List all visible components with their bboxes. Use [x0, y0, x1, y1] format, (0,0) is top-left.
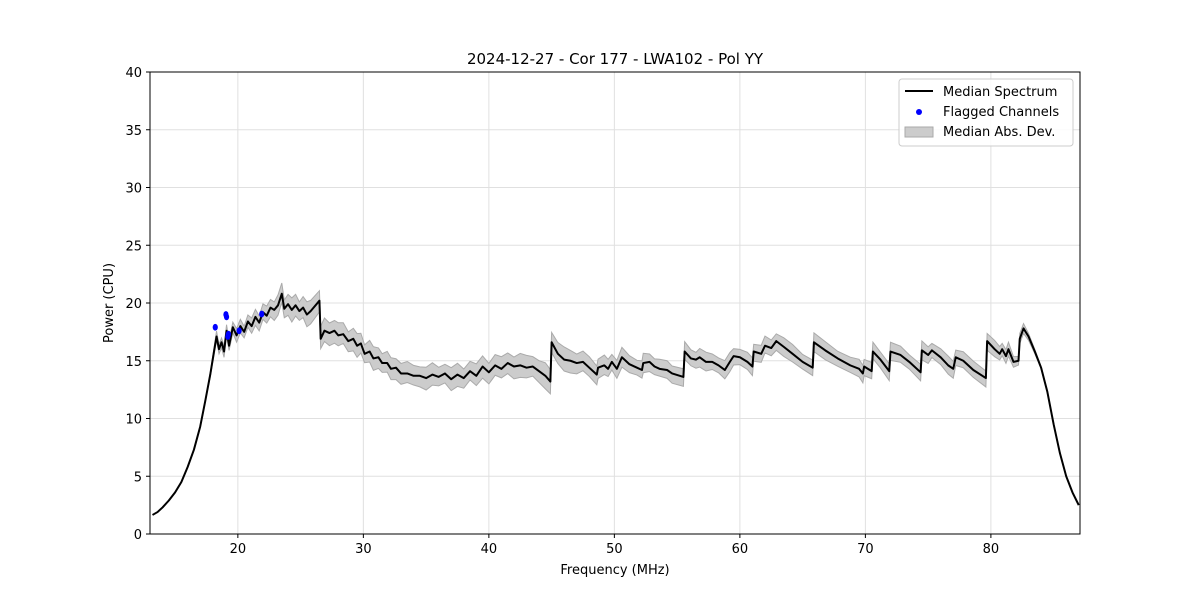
y-tick-label: 20 [125, 297, 142, 312]
x-tick-label: 30 [355, 542, 372, 557]
legend-point-swatch [916, 109, 922, 115]
flagged-channel-point [236, 327, 242, 335]
y-tick-label: 25 [125, 239, 142, 254]
y-tick-label: 35 [125, 124, 142, 139]
x-axis-ticks: 20 30 40 50 60 70 80 [230, 534, 1000, 557]
flagged-channel-point [223, 313, 230, 321]
legend: Median Spectrum Flagged Channels Median … [898, 78, 1074, 147]
y-axis-label: Power (CPU) [102, 263, 117, 343]
x-tick-label: 70 [857, 542, 874, 557]
y-tick-label: 40 [125, 66, 142, 81]
x-axis-label: Frequency (MHz) [560, 563, 669, 578]
mad-band-layer [152, 282, 1080, 516]
x-tick-label: 50 [606, 542, 623, 557]
flagged-points-layer [212, 310, 265, 340]
y-axis-ticks: 0 5 10 15 20 25 30 35 40 [125, 66, 150, 543]
legend-median-spectrum: Median Spectrum [943, 85, 1057, 100]
x-tick-label: 60 [732, 542, 749, 557]
x-tick-label: 80 [983, 542, 1000, 557]
y-tick-label: 10 [125, 413, 142, 428]
mad-band [152, 282, 1080, 516]
legend-band-swatch [904, 126, 934, 138]
y-tick-label: 30 [125, 182, 142, 197]
median-line-layer [152, 292, 1080, 516]
chart-title: 2024-12-27 - Cor 177 - LWA102 - Pol YY [467, 50, 764, 68]
flagged-channel-point [225, 330, 232, 338]
x-tick-label: 40 [481, 542, 498, 557]
legend-box [898, 78, 1074, 147]
x-tick-label: 20 [230, 542, 247, 557]
y-tick-label: 0 [134, 528, 142, 543]
y-tick-label: 5 [134, 470, 142, 485]
y-tick-label: 15 [125, 355, 142, 370]
legend-median-abs-dev: Median Abs. Dev. [943, 125, 1055, 140]
median-spectrum-line [152, 292, 1080, 516]
flagged-channel-point [212, 323, 218, 331]
flagged-channel-point [259, 310, 265, 318]
legend-flagged-channels: Flagged Channels [943, 105, 1059, 120]
